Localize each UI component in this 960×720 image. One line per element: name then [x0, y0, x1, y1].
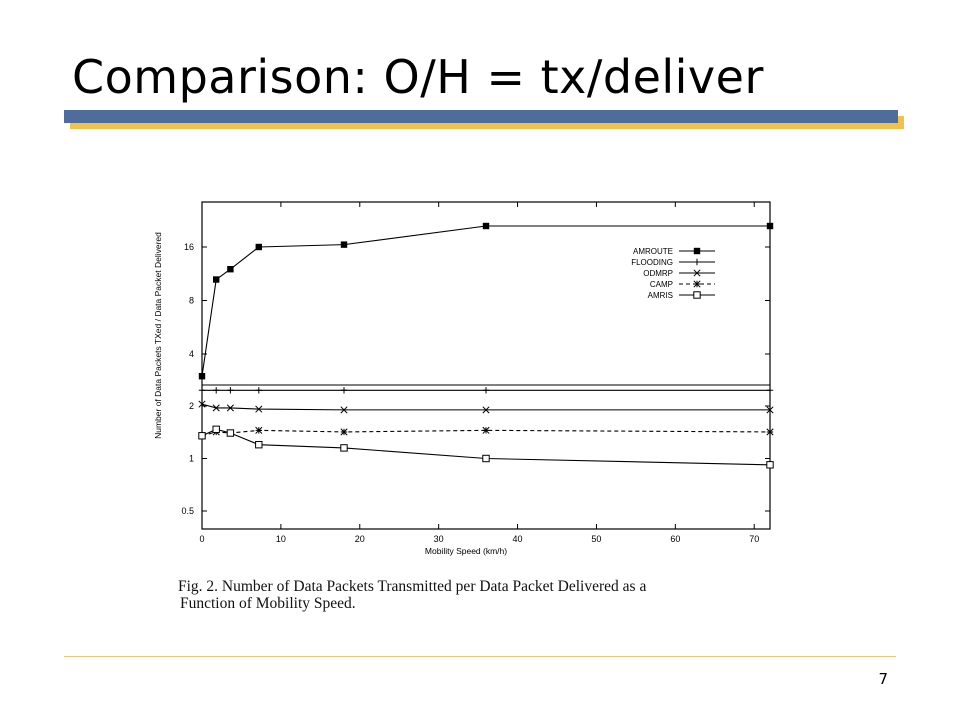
data-point-amris — [766, 461, 774, 469]
legend-label-flooding: FLOODING — [631, 258, 673, 267]
figure: 0 10 20 30 40 50 60 70 16 8 4 2 1 0.5 Mobility Speed (… — [140, 185, 800, 569]
x-tick-label: 0 — [199, 534, 204, 544]
x-tick-label: 20 — [355, 534, 365, 544]
legend-marker-amroute — [693, 247, 701, 255]
series-line-amroute — [201, 225, 770, 377]
data-point-camp — [340, 428, 348, 436]
data-point-amris — [482, 454, 490, 463]
footer-rule — [64, 656, 896, 657]
data-point-amroute — [227, 266, 234, 273]
data-point-amroute — [213, 276, 220, 283]
page-number: 7 — [878, 670, 888, 688]
data-point-amroute — [766, 222, 774, 230]
x-tick-label: 70 — [749, 534, 759, 544]
x-tick-label: 10 — [276, 534, 286, 544]
data-point-amris — [198, 432, 206, 440]
y-tick-label: 8 — [189, 296, 194, 306]
y-tick-label: 2 — [189, 401, 194, 411]
data-point-odmrp — [212, 404, 220, 412]
x-tick-label: 60 — [670, 534, 680, 544]
data-point-amroute — [340, 241, 348, 248]
data-point-flooding — [340, 387, 348, 394]
data-point-amris — [340, 444, 348, 452]
data-point-flooding — [213, 387, 220, 394]
data-point-amris — [212, 425, 220, 434]
x-tick-label: 40 — [513, 534, 523, 544]
legend-marker-camp — [693, 280, 701, 288]
data-point-camp — [255, 426, 263, 434]
data-point-amris — [226, 429, 235, 437]
data-point-amroute — [255, 243, 262, 251]
caption-line-1: Fig. 2. Number of Data Packets Transmitt… — [178, 578, 647, 595]
data-point-odmrp — [255, 405, 263, 413]
data-point-flooding — [766, 387, 774, 394]
y-tick-label: 0.5 — [181, 506, 194, 516]
y-tick-label: 1 — [189, 454, 194, 464]
legend-label-camp: CAMP — [650, 280, 673, 289]
data-point-flooding — [482, 387, 490, 394]
legend-marker-amris — [693, 291, 701, 299]
legend-label-odmrp: ODMRP — [643, 269, 673, 278]
data-point-flooding — [255, 387, 262, 394]
data-point-camp — [766, 428, 774, 436]
legend-label-amris: AMRIS — [648, 291, 673, 300]
series-line-odmrp — [201, 403, 770, 411]
data-point-amris — [255, 440, 263, 449]
x-axis-label: Mobility Speed (km/h) — [425, 546, 507, 556]
x-tick-label: 30 — [434, 534, 444, 544]
figure-caption: Fig. 2. Number of Data Packets Transmitt… — [178, 578, 808, 612]
title-underline-blue — [64, 110, 898, 123]
y-tick-label: 4 — [189, 349, 194, 359]
data-point-flooding — [227, 387, 234, 394]
data-point-odmrp — [198, 400, 206, 408]
data-point-odmrp — [226, 404, 234, 412]
line-chart: 0 10 20 30 40 50 60 70 16 8 4 2 1 0.5 Mobility Speed (… — [153, 201, 774, 556]
y-axis-label: Number of Data Packets TXed / Data Packe… — [153, 232, 163, 439]
caption-line-2: Function of Mobility Speed. — [180, 595, 356, 612]
data-point-amroute — [198, 373, 206, 380]
data-point-camp — [482, 426, 490, 434]
data-point-odmrp — [482, 406, 490, 414]
x-tick-label: 50 — [591, 534, 601, 544]
data-point-odmrp — [766, 406, 774, 414]
y-tick-label: 16 — [184, 242, 194, 252]
legend-label-amroute: AMROUTE — [633, 247, 673, 256]
data-point-flooding — [198, 387, 206, 394]
legend-marker-flooding — [693, 258, 701, 266]
data-point-amroute — [482, 222, 490, 230]
plot-frame — [201, 201, 771, 530]
legend-marker-odmrp — [693, 269, 701, 277]
slide-title: Comparison: O/H = tx/deliver — [72, 50, 764, 104]
data-point-odmrp — [340, 406, 348, 414]
